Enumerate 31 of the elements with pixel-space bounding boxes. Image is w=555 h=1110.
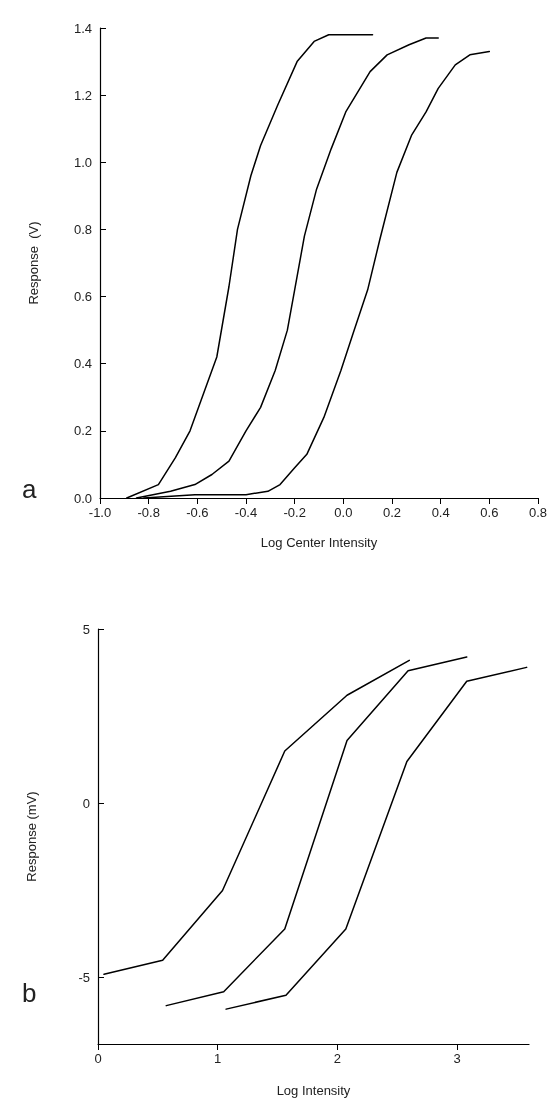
x-tick-label: 0.8 [528, 505, 548, 520]
y-tick-label: 0.0 [73, 490, 92, 506]
x-tick-label: -0.8 [137, 505, 160, 520]
y-tick-label: -5 [78, 970, 90, 986]
y-tick-label: 0.6 [73, 289, 92, 305]
x-tick-label: -1.0 [88, 505, 112, 520]
x-tick-label: 2 [333, 1051, 342, 1066]
y-tick-label: 1.4 [73, 20, 92, 36]
x-tick-label: 1 [214, 1051, 222, 1066]
y-tick-label: 5 [82, 621, 90, 637]
text: a [22, 474, 37, 504]
x-tick-label: 0.4 [431, 505, 450, 520]
x-axis-title: Log Center Intensity [260, 535, 378, 550]
y-axis-title: Response (mV) [24, 791, 39, 882]
x-tick-label: 0.6 [480, 505, 499, 520]
text: b [22, 978, 37, 1008]
y-tick-label: 0.4 [73, 356, 92, 372]
x-tick-label: -0.4 [234, 505, 258, 520]
x-axis-title: Log Intensity [276, 1083, 351, 1098]
y-tick-label: 0.2 [73, 423, 92, 439]
x-tick-label: 0.2 [382, 505, 402, 520]
y-tick-label: 1.0 [73, 154, 92, 170]
y-tick-label: 0 [82, 795, 90, 811]
x-tick-label: -0.6 [186, 505, 209, 520]
y-tick-label: 1.2 [73, 87, 92, 103]
x-tick-label: 0.0 [334, 505, 353, 520]
x-tick-label: 0 [94, 1051, 102, 1066]
x-tick-label: 3 [453, 1051, 461, 1066]
x-tick-label: -0.2 [283, 505, 306, 520]
y-tick-label: 0.8 [73, 221, 92, 237]
y-axis-title: Response (V) [26, 221, 41, 305]
